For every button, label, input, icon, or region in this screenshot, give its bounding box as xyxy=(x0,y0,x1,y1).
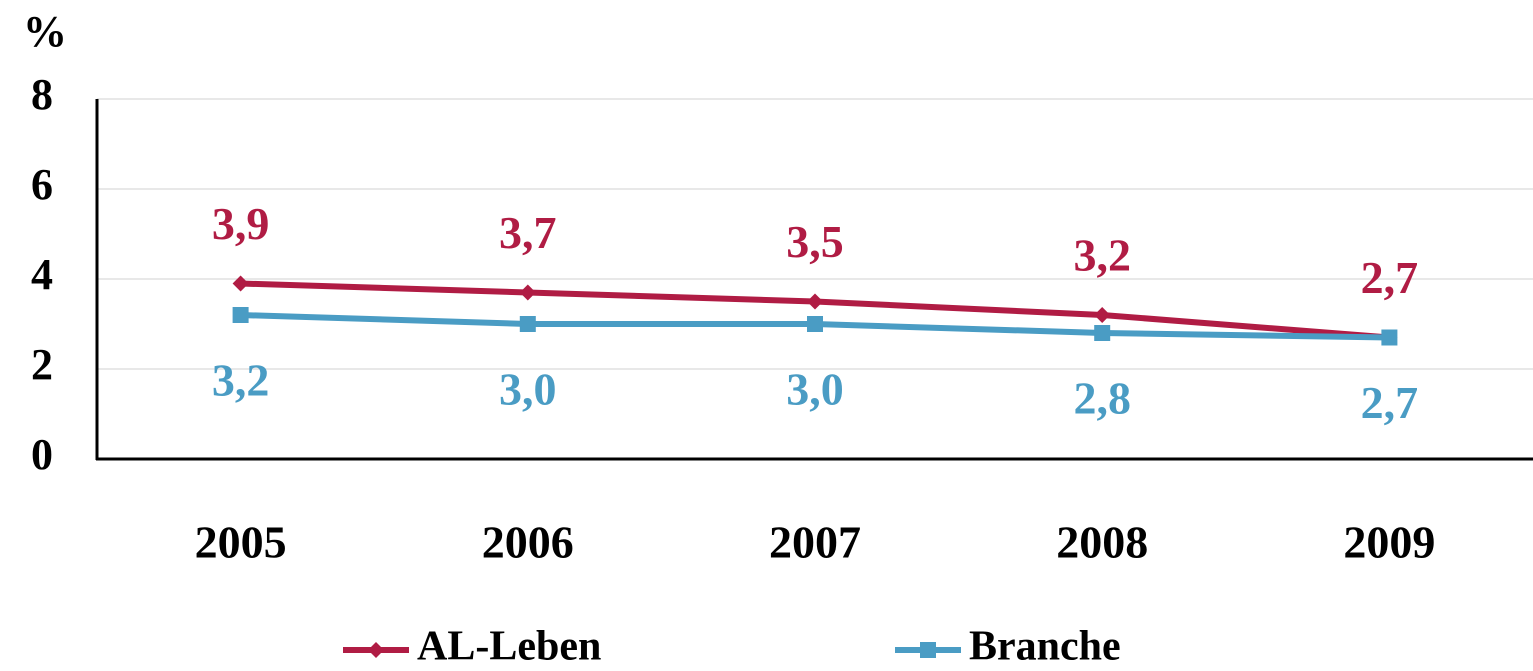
data-label: 3,9 xyxy=(212,198,270,249)
y-tick-label: 4 xyxy=(31,250,53,299)
marker xyxy=(519,284,536,301)
y-axis-label: % xyxy=(23,7,67,56)
y-tick-label: 6 xyxy=(31,160,53,209)
marker xyxy=(807,293,823,310)
x-tick-label: 2008 xyxy=(1056,517,1148,568)
marker xyxy=(1094,325,1111,341)
legend-label: AL-Leben xyxy=(417,624,601,670)
data-label: 3,5 xyxy=(786,216,844,267)
y-tick-label: 0 xyxy=(31,430,53,479)
marker xyxy=(920,642,936,658)
y-tick-label: 8 xyxy=(31,70,53,119)
data-label: 3,7 xyxy=(499,207,557,258)
data-label: 2,7 xyxy=(1361,252,1419,303)
x-tick-label: 2009 xyxy=(1343,517,1435,568)
marker xyxy=(1094,307,1111,323)
marker xyxy=(519,316,536,332)
x-tick-label: 2006 xyxy=(482,517,574,568)
data-label: 3,0 xyxy=(786,364,844,415)
y-tick-label: 2 xyxy=(31,340,53,389)
legend-label: Branche xyxy=(969,624,1121,670)
marker xyxy=(232,275,249,292)
marker xyxy=(232,307,249,323)
x-tick-label: 2007 xyxy=(769,517,861,568)
data-label: 2,8 xyxy=(1073,373,1131,424)
data-label: 3,2 xyxy=(1073,230,1131,281)
data-label: 2,7 xyxy=(1361,377,1419,428)
data-label: 3,0 xyxy=(499,364,557,415)
marker xyxy=(807,316,823,332)
data-label: 3,2 xyxy=(212,355,270,406)
x-tick-label: 2005 xyxy=(195,517,287,568)
marker xyxy=(368,642,384,658)
marker xyxy=(1381,329,1398,346)
